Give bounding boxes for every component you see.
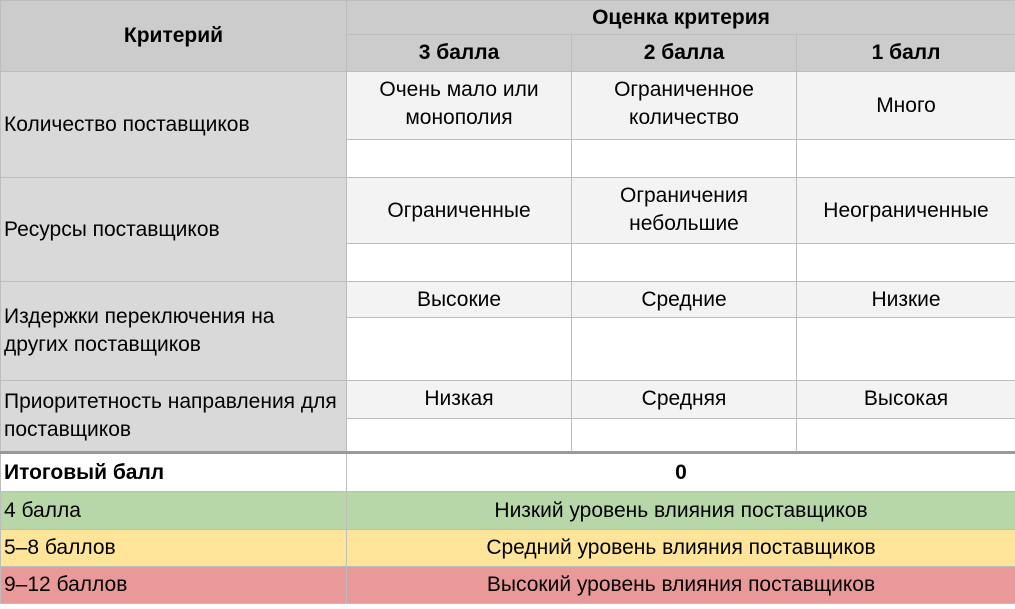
score-input-cell[interactable] [795,418,1015,453]
score-header-1: 1 балл [795,34,1015,72]
option-cell: Ограниченное количество [571,71,797,140]
score-input-cell[interactable] [571,418,797,453]
score-input-cell[interactable] [795,317,1015,381]
score-input-cell[interactable] [346,139,572,178]
criterion-header: Критерий [0,0,347,72]
level-text-high: Высокий уровень влияния поставщиков [345,566,1015,604]
score-input-cell[interactable] [795,243,1015,282]
level-range-low: 4 балла [0,491,347,530]
score-input-cell[interactable] [346,418,572,453]
assessment-header: Оценка критерия [345,0,1015,35]
total-score-label: Итоговый балл [0,451,347,492]
score-input-cell[interactable] [795,139,1015,178]
option-cell: Ограниченные [346,177,572,244]
option-cell: Низкая [346,380,572,419]
option-cell: Ограничения небольшие [571,177,797,244]
level-text-low: Низкий уровень влияния поставщиков [345,491,1015,530]
score-header-2: 2 балла [571,34,797,72]
score-input-cell[interactable] [571,139,797,178]
option-cell: Высокая [795,380,1015,419]
score-input-cell[interactable] [571,243,797,282]
option-cell: Средняя [571,380,797,419]
option-cell: Неограниченные [795,177,1015,244]
level-range-high: 9–12 баллов [0,566,347,604]
criterion-priority-for-suppliers: Приоритетность направления для поставщик… [0,380,347,453]
score-input-cell[interactable] [571,317,797,381]
criterion-supplier-resources: Ресурсы поставщиков [0,177,347,282]
criterion-supplier-count: Количество поставщиков [0,71,347,178]
option-cell: Очень мало или монополия [346,71,572,140]
option-cell: Высокие [346,281,572,318]
total-score-value: 0 [345,451,1015,492]
level-range-medium: 5–8 баллов [0,529,347,567]
score-input-cell[interactable] [346,317,572,381]
criterion-switching-costs: Издержки переключения на других поставщи… [0,281,347,381]
option-cell: Средние [571,281,797,318]
option-cell: Много [795,71,1015,140]
score-input-cell[interactable] [346,243,572,282]
option-cell: Низкие [795,281,1015,318]
score-header-3: 3 балла [346,34,572,72]
level-text-medium: Средний уровень влияния поставщиков [345,529,1015,567]
